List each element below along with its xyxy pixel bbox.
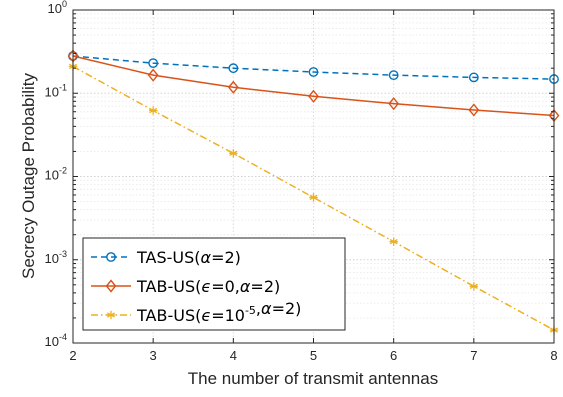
y-axis-title: Secrecy Outage Probability [19,73,38,279]
legend-marker [106,310,116,320]
y-tick-label: 10-3 [45,249,67,266]
y-tick-label: 10-2 [45,166,67,183]
x-tick-label: 2 [69,348,76,363]
series-line [72,55,555,117]
y-tick-label: 10-4 [45,332,67,349]
legend-label: TAB-US(ϵ=0,α=2) [136,277,280,296]
data-point-star [469,282,479,291]
legend-item: TAS-US(α=2) [91,248,241,267]
legend-item: TAB-US(ϵ=0,α=2) [91,277,280,296]
data-point-star [229,149,238,158]
legend-label: TAB-US(ϵ=10-5,α=2) [136,299,301,325]
legend-marker [105,279,117,293]
x-tick-label: 4 [230,348,237,363]
series-layer [67,49,560,335]
series-3 [68,62,559,335]
x-tick-label: 8 [550,348,557,363]
series-line [72,55,555,80]
x-tick-label: 6 [390,348,397,363]
data-point-diamond [468,103,480,117]
y-tick-label: 10-1 [45,82,67,99]
data-point-circle [388,70,399,81]
x-axis-title: The number of transmit antennas [188,369,438,388]
data-point-diamond [227,80,239,94]
legend-label: TAS-US(α=2) [136,248,241,267]
legend-item: TAB-US(ϵ=10-5,α=2) [91,299,301,325]
data-point-circle [308,67,319,77]
x-tick-label: 7 [470,348,477,363]
legend: TAS-US(α=2) TAB-US(ϵ=0,α=2) TAB-US(ϵ=10-5,… [82,237,346,331]
data-point-star [148,106,158,115]
x-tick-label: 3 [150,348,157,363]
axis-ticks: 2 3 4 5 6 7 8 10-4 10-3 10-2 10-1 100 [45,0,558,363]
data-point-diamond [308,89,319,103]
data-point-diamond [388,97,400,111]
x-tick-label: 5 [310,348,317,363]
series-1 [68,51,559,84]
data-point-star [309,193,318,202]
data-point-star [389,237,398,246]
y-tick-label: 100 [48,0,67,16]
legend-marker [106,252,116,262]
data-point-diamond [147,68,159,82]
data-point-circle [468,72,479,83]
data-point-circle [148,58,159,69]
data-point-circle [228,63,239,74]
